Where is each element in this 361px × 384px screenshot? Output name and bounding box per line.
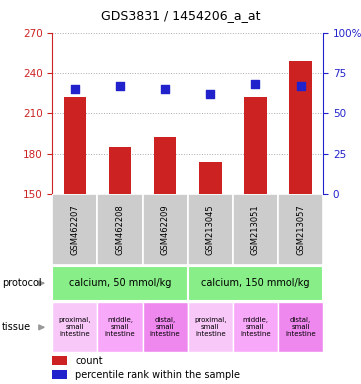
Point — [298, 83, 304, 89]
Bar — [52, 303, 97, 352]
Bar — [97, 303, 143, 352]
Bar — [64, 97, 86, 194]
Bar — [97, 194, 143, 265]
Bar — [52, 356, 67, 366]
Text: protocol: protocol — [2, 278, 42, 288]
Text: GSM213045: GSM213045 — [206, 204, 215, 255]
Point — [72, 86, 78, 92]
Bar — [199, 162, 222, 194]
Text: proximal,
small
intestine: proximal, small intestine — [58, 317, 91, 338]
Text: proximal,
small
intestine: proximal, small intestine — [194, 317, 227, 338]
Bar — [109, 147, 131, 194]
Text: middle,
small
intestine: middle, small intestine — [105, 317, 135, 338]
Bar — [233, 194, 278, 265]
Text: tissue: tissue — [2, 322, 31, 333]
Bar — [289, 61, 312, 194]
Text: distal,
small
intestine: distal, small intestine — [285, 317, 316, 338]
Text: GSM213051: GSM213051 — [251, 204, 260, 255]
Text: percentile rank within the sample: percentile rank within the sample — [75, 369, 240, 380]
Text: distal,
small
intestine: distal, small intestine — [150, 317, 180, 338]
Text: GSM462207: GSM462207 — [70, 204, 79, 255]
Point — [253, 81, 258, 87]
Text: GDS3831 / 1454206_a_at: GDS3831 / 1454206_a_at — [101, 9, 260, 22]
Point — [162, 86, 168, 92]
Text: GSM462209: GSM462209 — [161, 204, 170, 255]
Bar — [52, 266, 188, 301]
Point — [207, 91, 213, 97]
Bar — [188, 303, 233, 352]
Bar — [154, 137, 177, 194]
Bar — [278, 303, 323, 352]
Text: middle,
small
intestine: middle, small intestine — [240, 317, 271, 338]
Bar — [143, 194, 188, 265]
Bar — [188, 266, 323, 301]
Text: calcium, 50 mmol/kg: calcium, 50 mmol/kg — [69, 278, 171, 288]
Bar — [188, 194, 233, 265]
Bar — [244, 97, 267, 194]
Bar — [143, 303, 188, 352]
Text: GSM213057: GSM213057 — [296, 204, 305, 255]
Text: GSM462208: GSM462208 — [116, 204, 125, 255]
Bar — [278, 194, 323, 265]
Bar — [52, 194, 97, 265]
Bar — [52, 370, 67, 379]
Text: count: count — [75, 356, 103, 366]
Bar — [233, 303, 278, 352]
Text: calcium, 150 mmol/kg: calcium, 150 mmol/kg — [201, 278, 310, 288]
Point — [117, 83, 123, 89]
